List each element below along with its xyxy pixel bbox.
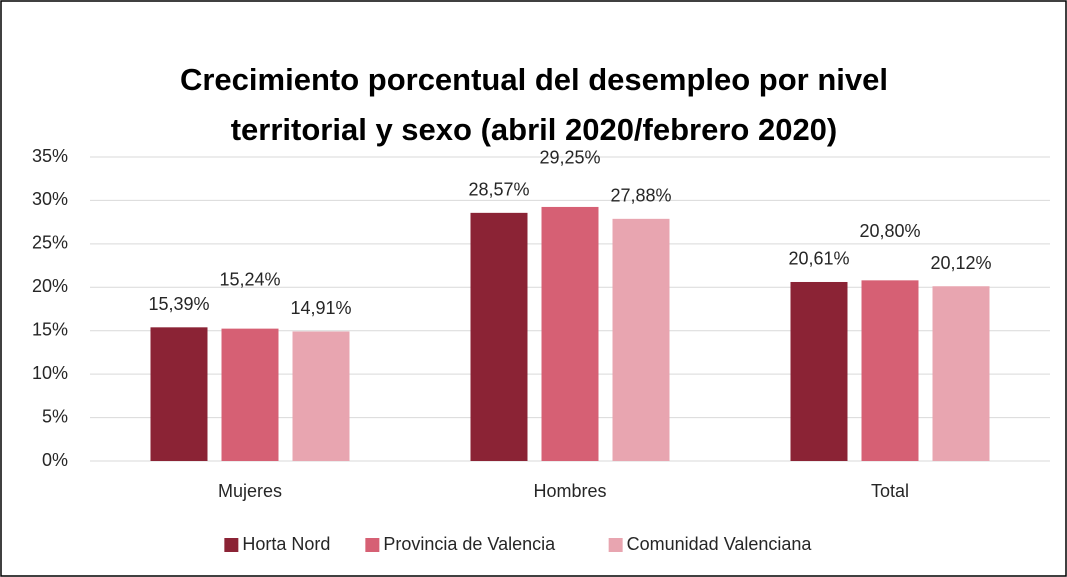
data-label: 15,39% (148, 294, 209, 314)
data-label: 15,24% (219, 269, 280, 289)
bar (790, 281, 848, 461)
bar (932, 286, 990, 461)
y-tick-label: 0% (42, 450, 68, 470)
bar (292, 331, 350, 461)
data-label: 14,91% (290, 298, 351, 318)
bar (150, 327, 208, 461)
y-tick-label: 35% (32, 146, 68, 166)
bar (612, 218, 670, 461)
y-tick-label: 30% (32, 189, 68, 209)
y-tick-label: 20% (32, 276, 68, 296)
chart-title: territorial y sexo (abril 2020/febrero 2… (231, 112, 838, 147)
y-tick-label: 15% (32, 319, 68, 339)
y-tick-label: 5% (42, 406, 68, 426)
data-label: 20,12% (930, 253, 991, 273)
x-tick-label: Mujeres (218, 481, 282, 501)
bar (861, 280, 919, 461)
legend-swatch (608, 538, 623, 552)
bar (221, 328, 279, 461)
legend-label: Comunidad Valenciana (627, 534, 813, 554)
bar (470, 212, 528, 461)
x-tick-label: Total (871, 481, 909, 501)
y-tick-label: 10% (32, 363, 68, 383)
x-tick-label: Hombres (533, 481, 606, 501)
data-label: 20,61% (788, 249, 849, 269)
legend-label: Horta Nord (242, 534, 330, 554)
data-label: 29,25% (539, 148, 600, 168)
y-tick-label: 25% (32, 233, 68, 253)
legend-swatch (365, 538, 380, 552)
data-label: 20,80% (859, 221, 920, 241)
data-label: 28,57% (468, 180, 529, 200)
chart-title: Crecimiento porcentual del desempleo por… (180, 62, 888, 97)
legend-swatch (224, 538, 239, 552)
legend-label: Provincia de Valencia (383, 534, 556, 554)
bar (541, 206, 599, 461)
data-label: 27,88% (610, 186, 671, 206)
